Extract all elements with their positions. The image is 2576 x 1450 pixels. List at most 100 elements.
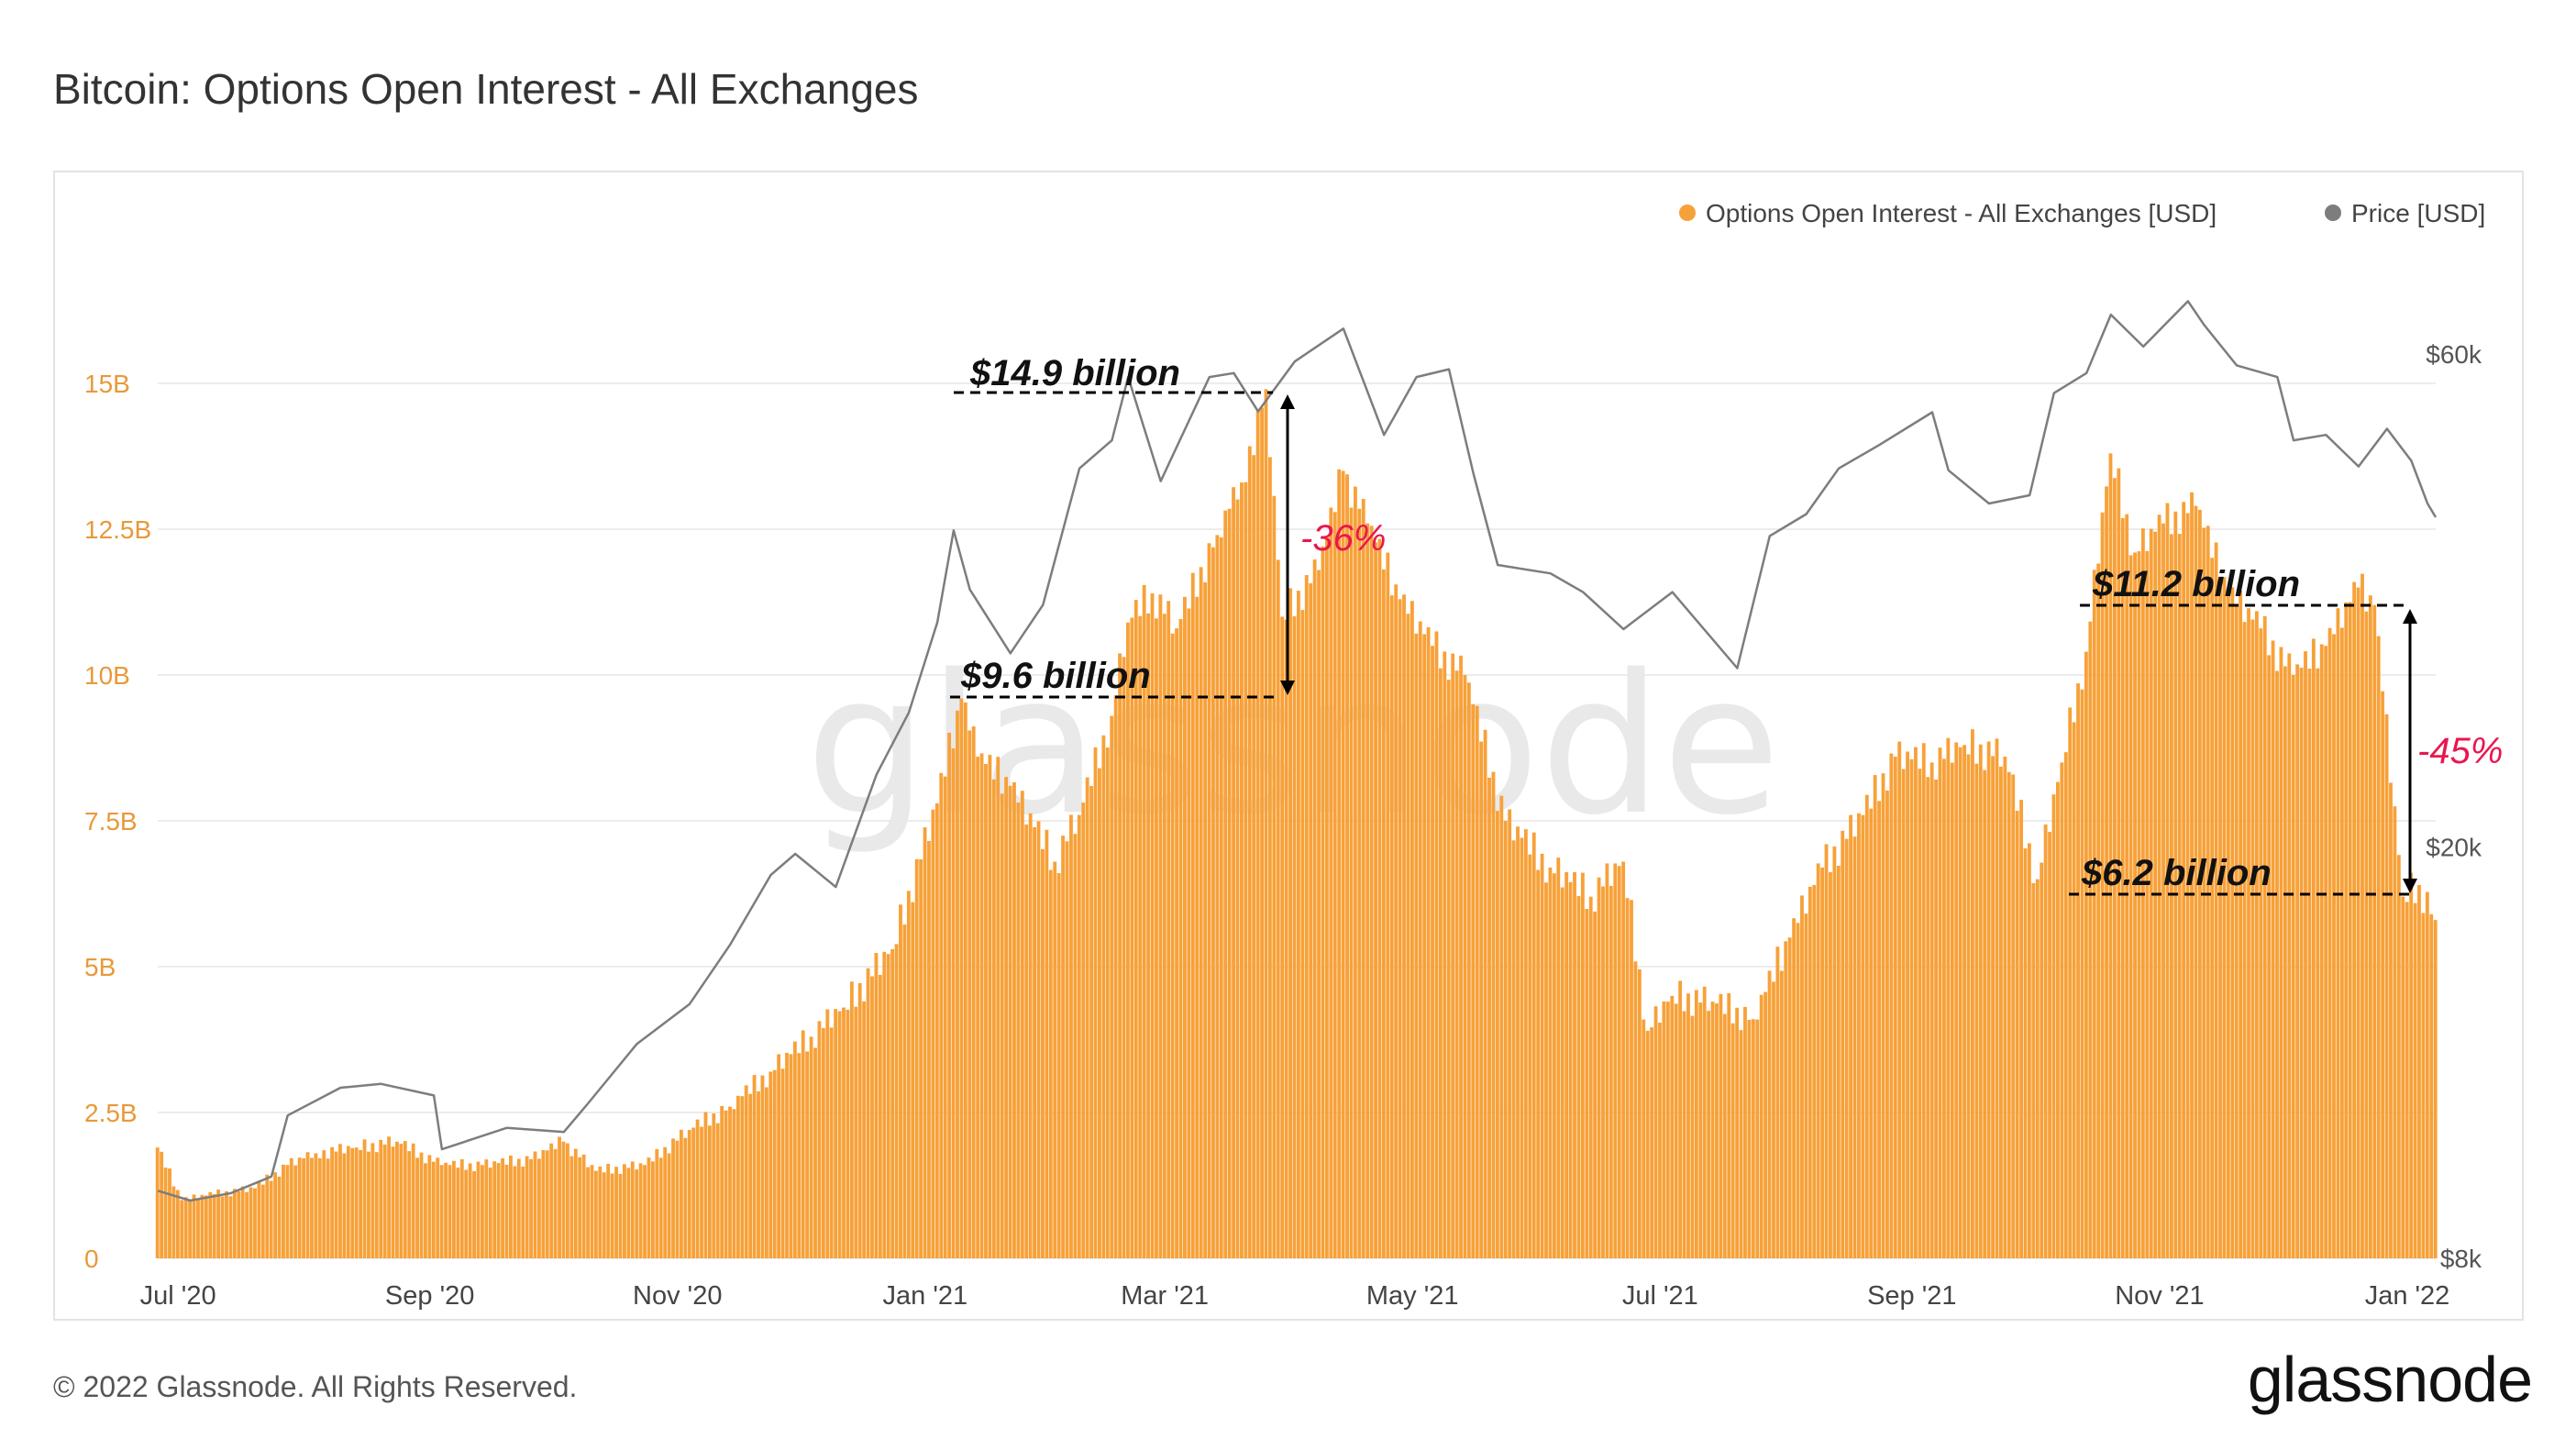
oi-bar xyxy=(212,1194,216,1258)
oi-bar xyxy=(728,1106,732,1258)
oi-bar xyxy=(1374,542,1377,1258)
oi-bar xyxy=(919,858,923,1258)
oi-bar xyxy=(2108,453,2113,1258)
oi-bar xyxy=(700,1126,703,1258)
oi-bar xyxy=(1812,884,1817,1258)
oi-bar xyxy=(1187,608,1191,1258)
oi-bar xyxy=(2128,555,2133,1258)
right-axis-ticks: $8k $20k $60k xyxy=(2426,340,2482,1273)
oi-bar xyxy=(334,1151,338,1258)
oi-bar xyxy=(1219,537,1223,1258)
oi-bar xyxy=(1126,622,1130,1258)
oi-bar xyxy=(2120,517,2125,1258)
oi-bar xyxy=(703,1112,708,1258)
oi-bar xyxy=(2247,608,2250,1258)
oi-bar xyxy=(269,1180,273,1258)
oi-bar xyxy=(849,981,854,1258)
oi-bar xyxy=(504,1164,509,1258)
oi-bar xyxy=(1698,1002,1703,1258)
oi-bar xyxy=(2372,604,2377,1258)
oi-bar xyxy=(2319,644,2324,1258)
oi-bar xyxy=(1869,808,1874,1258)
oi-bar xyxy=(330,1146,335,1258)
oi-bar xyxy=(1069,814,1073,1258)
oi-bar xyxy=(2267,655,2272,1258)
oi-bar xyxy=(1995,738,1999,1258)
legend-price-swatch xyxy=(2325,205,2341,221)
oi-bar xyxy=(1471,703,1476,1258)
oi-bar xyxy=(1495,811,1499,1258)
oi-bar xyxy=(1601,886,1605,1258)
oi-bar xyxy=(1483,729,1487,1258)
oi-bar xyxy=(606,1163,611,1258)
oi-bar xyxy=(1662,1001,1666,1258)
oi-bar xyxy=(939,772,944,1258)
oi-bar xyxy=(1751,1019,1755,1258)
oi-bar xyxy=(1105,747,1110,1258)
oi-bar xyxy=(2356,587,2360,1258)
y-left-tick-label: 15B xyxy=(84,370,130,398)
oi-bar xyxy=(1588,896,1593,1258)
oi-bar xyxy=(265,1174,270,1258)
oi-bar xyxy=(2019,800,2023,1258)
oi-bar xyxy=(2048,832,2051,1258)
oi-bar xyxy=(2076,683,2080,1258)
oi-bar xyxy=(635,1169,639,1258)
oi-bar xyxy=(1369,526,1374,1258)
oi-bar xyxy=(439,1165,444,1258)
oi-bar xyxy=(168,1168,171,1258)
oi-bar xyxy=(1466,682,1471,1258)
oi-bar xyxy=(1605,863,1609,1258)
oi-bar xyxy=(1422,634,1427,1258)
oi-bar xyxy=(862,1001,867,1258)
oi-bar xyxy=(561,1141,566,1258)
oi-bar xyxy=(2112,478,2117,1258)
oi-bar xyxy=(1735,1007,1740,1258)
oi-bar xyxy=(289,1157,293,1258)
oi-bar xyxy=(257,1182,261,1258)
oi-bar xyxy=(1707,1011,1711,1258)
oi-bar xyxy=(797,1053,802,1258)
oi-bar xyxy=(1012,781,1016,1258)
oi-bar xyxy=(956,710,959,1258)
oi-bar xyxy=(1138,615,1143,1258)
oi-bar xyxy=(2222,577,2227,1258)
oi-bar xyxy=(1829,871,1832,1258)
oi-bar xyxy=(2214,542,2218,1258)
legend-price-label[interactable]: Price [USD] xyxy=(2351,199,2485,227)
x-tick-label: Mar '21 xyxy=(1121,1281,1209,1311)
oi-bar xyxy=(1763,991,1768,1258)
oi-bar xyxy=(1836,865,1841,1258)
oi-bar xyxy=(492,1161,497,1258)
legend-oi-label[interactable]: Options Open Interest - All Exchanges [U… xyxy=(1706,199,2217,227)
oi-bar xyxy=(1155,618,1158,1258)
left-axis-ticks: 0 2.5B 5B 7.5B 10B 12.5B 15B xyxy=(84,370,151,1273)
oi-bar xyxy=(2210,558,2215,1258)
oi-bar xyxy=(1479,741,1484,1258)
oi-bar xyxy=(894,944,899,1258)
oi-bar xyxy=(1861,814,1865,1258)
oi-bar xyxy=(2092,570,2096,1258)
oi-bar xyxy=(899,904,902,1258)
oi-bar xyxy=(1487,777,1491,1258)
oi-bar xyxy=(1345,474,1349,1258)
oi-bar xyxy=(923,827,927,1258)
oi-bar xyxy=(277,1176,282,1258)
oi-bar xyxy=(367,1151,370,1258)
y-left-tick-label: 7.5B xyxy=(84,807,138,836)
glassnode-logo[interactable]: glassnode xyxy=(2247,1344,2533,1415)
oi-bar xyxy=(720,1105,724,1258)
oi-bar xyxy=(695,1119,700,1258)
oi-bar xyxy=(1098,768,1101,1258)
oi-bar xyxy=(1877,801,1882,1258)
oi-bar xyxy=(310,1157,314,1258)
oi-bar xyxy=(1341,470,1345,1258)
oi-bar xyxy=(232,1189,237,1258)
oi-bar xyxy=(1190,572,1195,1258)
oi-bar xyxy=(1576,896,1581,1258)
oi-bar xyxy=(1873,775,1877,1258)
annotation-peak2-label: $11.2 billion xyxy=(2092,564,2300,604)
oi-bar xyxy=(959,698,964,1258)
oi-bar xyxy=(2063,752,2068,1258)
oi-bar xyxy=(1292,615,1297,1258)
